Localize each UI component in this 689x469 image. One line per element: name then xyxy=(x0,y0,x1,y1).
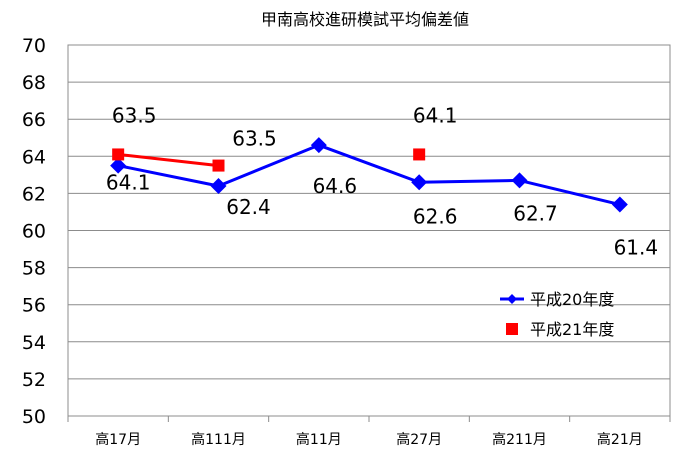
y-tick-label: 60 xyxy=(22,221,46,243)
data-labels: 64.1 62.4 64.6 62.6 62.7 61.4 63.5 63.5 64.1 xyxy=(106,103,658,259)
series-line-1 xyxy=(117,143,621,206)
grid xyxy=(68,44,670,417)
data-point xyxy=(210,177,227,194)
axes: 50 52 54 56 58 60 62 64 66 68 70 高17月 高111月 高11月 高27月 高… xyxy=(22,35,671,448)
y-tick-label: 64 xyxy=(22,146,46,168)
data-point xyxy=(212,159,225,172)
x-tick-label: 高11月 xyxy=(296,431,342,448)
y-tick-label: 54 xyxy=(22,332,46,354)
x-tick-label: 高21月 xyxy=(597,431,643,448)
data-point xyxy=(511,172,528,189)
data-point xyxy=(110,157,127,174)
legend-marker xyxy=(507,294,517,304)
data-point xyxy=(112,148,125,161)
legend-label: 平成20年度 xyxy=(530,290,614,309)
data-point xyxy=(611,196,628,213)
data-label: 64.1 xyxy=(413,103,458,127)
x-tick-label: 高111月 xyxy=(191,431,246,448)
y-tick-label: 62 xyxy=(22,183,46,205)
y-tick-label: 56 xyxy=(22,295,46,317)
x-tick-label: 高27月 xyxy=(396,431,442,448)
y-tick-label: 70 xyxy=(22,35,46,57)
data-label: 62.7 xyxy=(513,201,558,225)
data-point xyxy=(413,148,426,161)
chart-title: 甲南高校進研模試平均偏差値 xyxy=(261,10,469,29)
legend-label: 平成21年度 xyxy=(530,320,614,339)
data-point xyxy=(411,174,428,191)
data-label: 63.5 xyxy=(232,127,277,151)
series-line-2 xyxy=(118,152,219,168)
y-tick-label: 50 xyxy=(22,406,46,428)
x-tick-label: 高17月 xyxy=(95,431,141,448)
data-label: 64.6 xyxy=(313,174,358,198)
data-label: 61.4 xyxy=(614,236,659,260)
y-tick-label: 52 xyxy=(22,369,46,391)
data-point xyxy=(310,137,327,154)
y-tick-label: 58 xyxy=(22,258,46,280)
legend-marker xyxy=(506,323,518,335)
data-label: 62.4 xyxy=(226,195,271,219)
x-tick-label: 高211月 xyxy=(492,431,547,448)
data-label: 63.5 xyxy=(112,103,157,127)
data-label: 64.1 xyxy=(106,171,151,195)
y-tick-label: 66 xyxy=(22,109,46,131)
series xyxy=(110,137,628,213)
data-label: 62.6 xyxy=(413,204,458,228)
y-tick-label: 68 xyxy=(22,72,46,94)
